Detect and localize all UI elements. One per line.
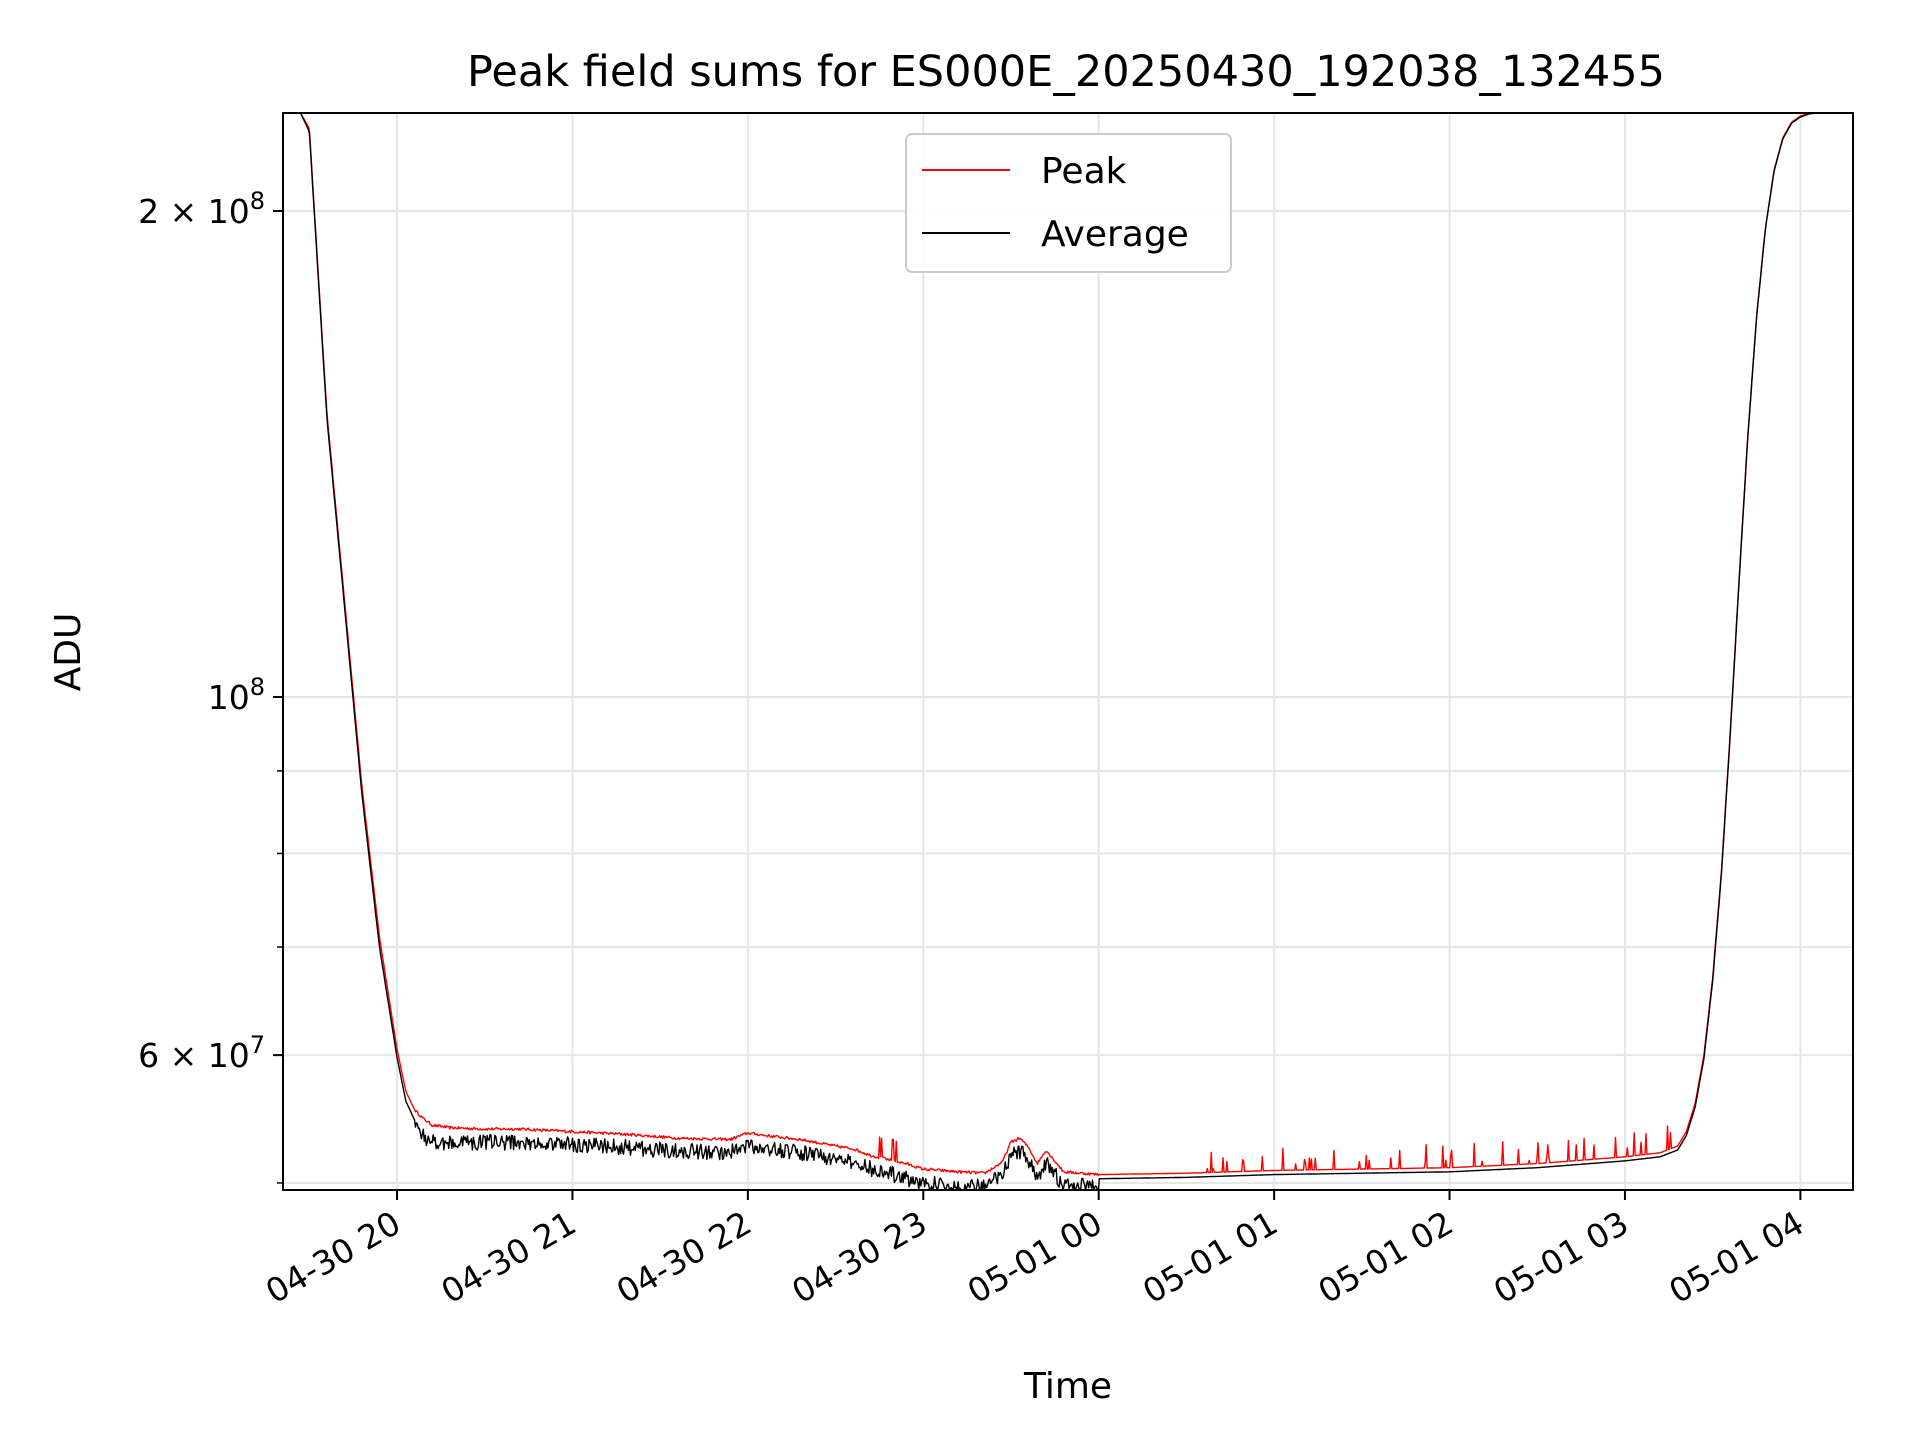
x-axis-label: Time — [1023, 1366, 1112, 1407]
legend-label-peak: Peak — [1041, 151, 1127, 192]
plot-area-frame — [282, 112, 1854, 1191]
y-tick-label: 108 — [208, 673, 265, 717]
y-tick-label: 2 × 108 — [138, 187, 265, 231]
legend: Peak Average — [905, 133, 1232, 273]
y-axis-label: ADU — [48, 613, 89, 692]
series-line-peak — [283, 112, 1853, 1176]
series-line-average — [283, 112, 1853, 1191]
legend-box — [905, 133, 1232, 273]
series-layer — [283, 112, 1853, 1191]
y-axis-ticks: 6 × 107 108 2 × 108 — [138, 187, 283, 1184]
legend-label-average: Average — [1041, 214, 1189, 255]
y-tick-label: 6 × 107 — [138, 1031, 265, 1075]
chart-title: Peak field sums for ES000E_20250430_1920… — [467, 47, 1665, 97]
